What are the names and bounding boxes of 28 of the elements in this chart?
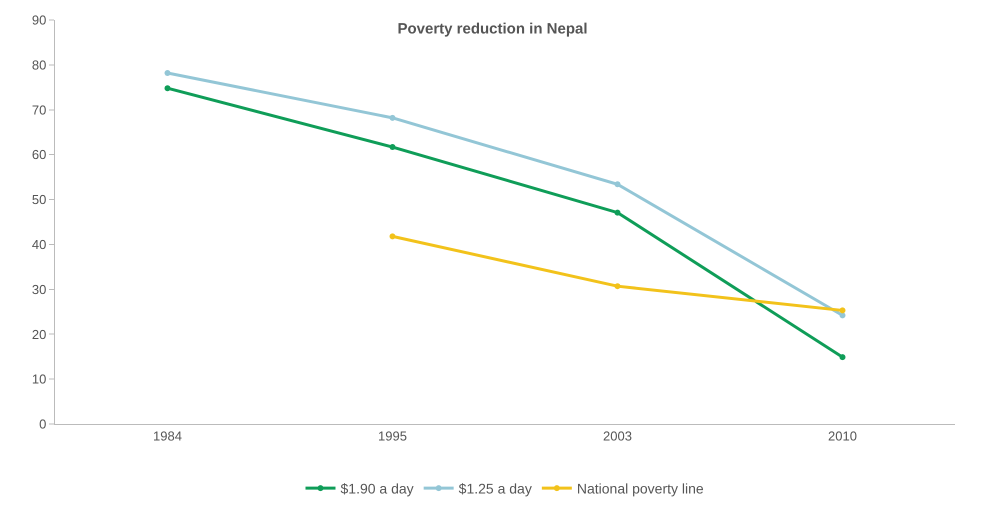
y-tick-label: 90 (32, 12, 46, 28)
x-tick-label: 1995 (378, 428, 407, 444)
y-tick-label: 50 (32, 192, 46, 208)
point (614, 210, 620, 216)
y-tick-label: 0 (39, 416, 46, 432)
y-tick-label: 40 (32, 236, 46, 252)
y-tick-label: 70 (32, 102, 46, 118)
legend-label: $1.25 a day (458, 480, 532, 497)
point (390, 114, 396, 121)
y-tick-label: 60 (32, 147, 46, 162)
y-tick-label: 80 (32, 57, 46, 72)
point (840, 354, 846, 360)
y-tick-label: 30 (32, 282, 46, 297)
x-tick-label: 1984 (153, 428, 182, 444)
legend-label: $1.90 a day (340, 480, 414, 497)
chart-title: Poverty reduction in Nepal (397, 20, 588, 38)
point (164, 85, 170, 92)
point (164, 70, 170, 76)
y-tick-label: 20 (32, 326, 46, 342)
point (390, 233, 396, 240)
point (614, 283, 620, 290)
x-tick-label: 2003 (603, 428, 632, 444)
y-tick-label: 10 (32, 372, 46, 387)
point (614, 181, 620, 188)
point (390, 144, 396, 150)
point (840, 307, 846, 314)
legend-label: National poverty line (576, 480, 704, 497)
x-tick-label: 2010 (828, 428, 857, 444)
